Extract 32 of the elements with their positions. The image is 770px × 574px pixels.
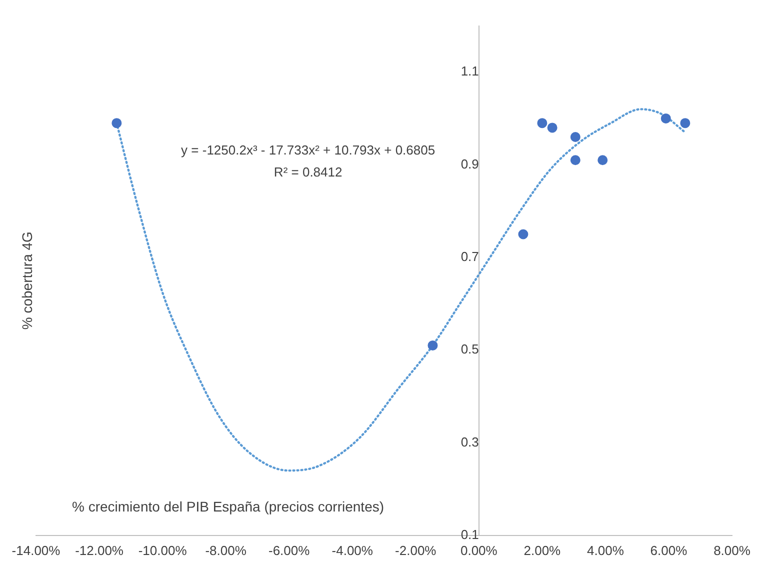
y-axis-title: % cobertura 4G: [18, 232, 35, 330]
point: [537, 118, 548, 128]
x-tick-label: -14.00%: [12, 542, 61, 558]
point: [112, 118, 122, 128]
y-tick-label: 1.1: [460, 64, 479, 79]
y-tick-label: 0.3: [460, 434, 479, 450]
x-tick-label: -8.00%: [205, 542, 247, 558]
point: [570, 132, 580, 142]
y-tick-label: 0.9: [460, 156, 479, 172]
y-tick-label: 0.1: [460, 526, 479, 542]
point: [428, 340, 438, 350]
point: [518, 229, 528, 240]
x-tick-label: -2.00%: [395, 542, 437, 558]
point: [680, 118, 690, 128]
point: [570, 155, 580, 166]
x-tick-label: 6.00%: [650, 542, 688, 558]
x-tick-label: 2.00%: [524, 542, 562, 558]
x-tick-label: -6.00%: [268, 542, 310, 558]
point: [598, 155, 608, 166]
x-axis-title: % crecimiento del PIB España (precios corrientes): [72, 498, 384, 514]
x-tick-label: -10.00%: [138, 542, 188, 558]
point: [547, 122, 558, 133]
x-tick-label: 0.00%: [460, 542, 498, 558]
y-tick-label: 0.5: [460, 342, 479, 357]
point: [660, 113, 671, 124]
annotation: y = -1250.2x³ - 17.733x² + 10.793x + 0.6805: [181, 142, 436, 158]
x-tick-label: -12.00%: [75, 542, 124, 558]
x-tick-label: 4.00%: [587, 542, 624, 558]
x-tick-label: -4.00%: [332, 542, 374, 558]
annotation: R² = 0.8412: [274, 164, 342, 180]
x-tick-label: 8.00%: [714, 542, 751, 558]
y-tick-label: 0.7: [460, 249, 479, 264]
